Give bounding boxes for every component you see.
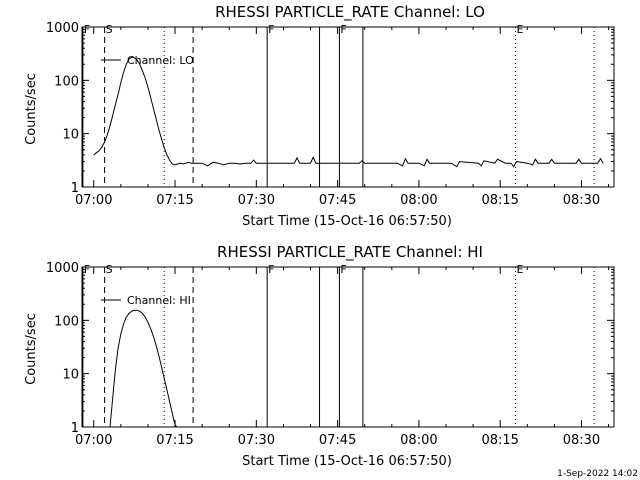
lo-panel-title: RHESSI PARTICLE_RATE Channel: LO (215, 3, 485, 22)
hi-y-tick-label: 1000 (46, 261, 79, 276)
lo-x-tick-label: 08:30 (563, 193, 600, 208)
lo-channel-panel: RHESSI PARTICLE_RATE Channel: LO Counts/… (24, 3, 615, 229)
hi-y-tick-label: 100 (54, 314, 79, 329)
hi-y-tick-label: 10 (62, 368, 79, 383)
lo-x-tick-label: 08:15 (481, 193, 518, 208)
lo-x-tick-label: 08:00 (400, 193, 437, 208)
hi-x-tick-label: 07:00 (75, 433, 112, 448)
hi-event-marker-label: F (84, 263, 90, 276)
lo-series-line (93, 56, 604, 168)
lo-event-marker-label: E (517, 23, 524, 36)
hi-event-marker-label: F (268, 263, 274, 276)
lo-y-tick-label: 1 (71, 181, 79, 196)
hi-y-axis-label: Counts/sec (24, 313, 39, 385)
lo-event-marker-label: F (84, 23, 90, 36)
lo-event-marker-label: F (268, 23, 274, 36)
lo-x-tick-label: 07:15 (156, 193, 193, 208)
hi-x-axis-label: Start Time (15-Oct-16 06:57:50) (242, 454, 452, 469)
lo-y-tick-label: 10 (62, 128, 79, 143)
hi-event-marker-label: E (517, 263, 524, 276)
hi-legend-label: Channel: HI (127, 294, 191, 307)
hi-x-tick-label: 07:30 (238, 433, 275, 448)
lo-x-tick-label: 07:30 (238, 193, 275, 208)
generation-timestamp: 1-Sep-2022 14:02 (557, 469, 638, 479)
hi-x-tick-label: 08:30 (563, 433, 600, 448)
hi-series-line (109, 309, 178, 428)
hi-event-marker-label: F (340, 263, 346, 276)
lo-plot-frame (81, 26, 615, 188)
hi-x-tick-label: 08:00 (400, 433, 437, 448)
hi-x-tick-label: 07:45 (319, 433, 356, 448)
lo-event-marker-label: S (106, 23, 113, 36)
hi-plot-frame (81, 266, 615, 428)
lo-event-marker-label: F (340, 23, 346, 36)
lo-y-axis-label: Counts/sec (24, 73, 39, 145)
hi-channel-panel: RHESSI PARTICLE_RATE Channel: HI Counts/… (24, 243, 615, 469)
hi-panel-title: RHESSI PARTICLE_RATE Channel: HI (217, 243, 483, 262)
hi-x-tick-label: 07:15 (156, 433, 193, 448)
hi-y-tick-label: 1 (71, 421, 79, 436)
lo-x-tick-label: 07:00 (75, 193, 112, 208)
lo-y-tick-label: 1000 (46, 21, 79, 36)
hi-x-tick-label: 08:15 (481, 433, 518, 448)
lo-legend-label: Channel: LO (127, 54, 194, 67)
hi-event-marker-label: S (106, 263, 113, 276)
lo-x-axis-label: Start Time (15-Oct-16 06:57:50) (242, 214, 452, 229)
lo-y-tick-label: 100 (54, 74, 79, 89)
lo-x-tick-label: 07:45 (319, 193, 356, 208)
